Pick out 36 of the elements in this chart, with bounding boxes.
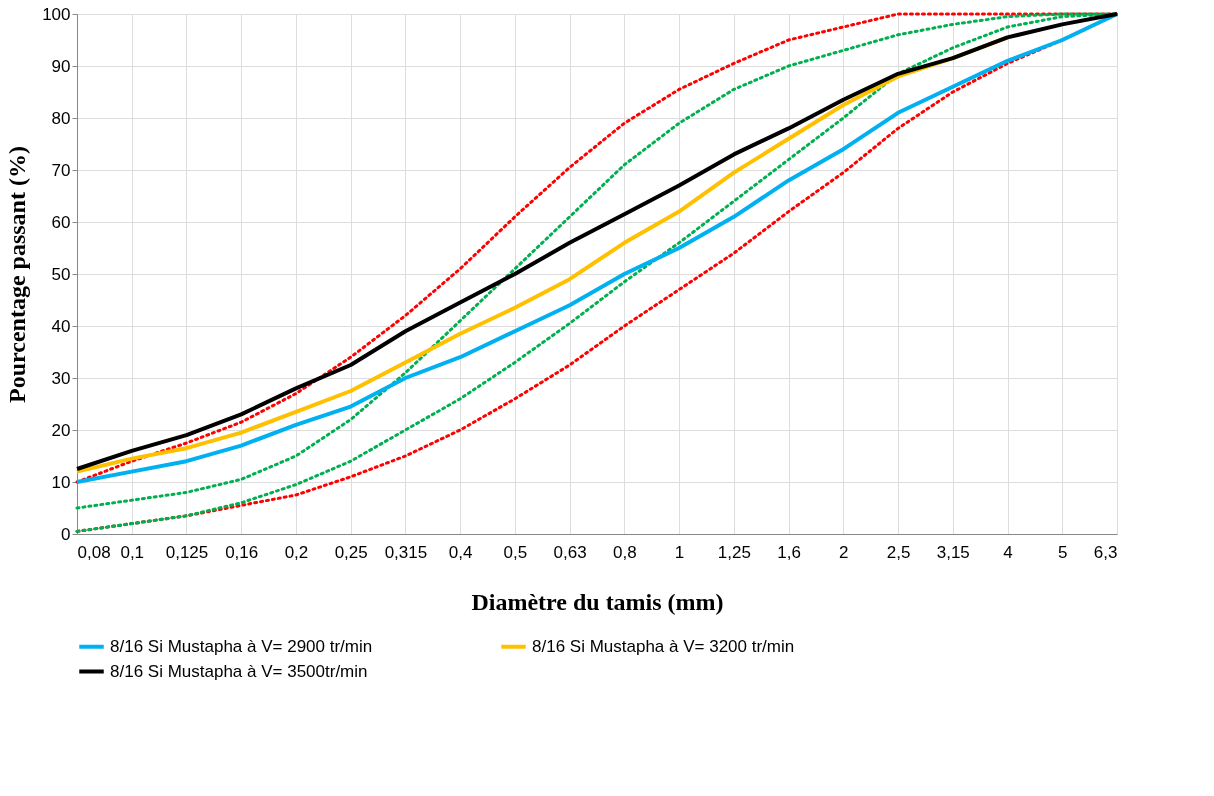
- x-tick-label: 1: [674, 542, 685, 562]
- x-tick-label: 5: [1058, 542, 1068, 562]
- x-tick-label: 3,15: [936, 542, 970, 562]
- x-tick-label: 0,25: [334, 542, 368, 562]
- x-tick-label: 0,1: [120, 542, 145, 562]
- y-tick-label: 80: [51, 108, 71, 128]
- x-tick-label: 1,6: [777, 542, 801, 562]
- x-tick-label: 0,63: [553, 542, 587, 562]
- y-tick-label: 0: [61, 524, 71, 544]
- y-tick-label: 30: [51, 368, 71, 388]
- y-tick-label: 70: [51, 160, 71, 180]
- legend-label: 8/16 Si Mustapha à V= 2900 tr/min: [110, 636, 373, 656]
- x-tick-label: 0,2: [284, 542, 309, 562]
- x-tick-label: 0,16: [225, 542, 259, 562]
- x-tick-label: 0,5: [503, 542, 528, 562]
- x-tick-label: 1,25: [717, 542, 751, 562]
- legend-label: 8/16 Si Mustapha à V= 3200 tr/min: [532, 636, 795, 656]
- y-tick-label: 50: [51, 264, 71, 284]
- y-tick-label: 10: [51, 472, 71, 492]
- y-axis-title: Pourcentage passant (%): [4, 146, 31, 403]
- x-axis-title: Diamètre du tamis (mm): [471, 588, 724, 615]
- y-tick-label: 20: [51, 420, 71, 440]
- x-tick-label: 6,3: [1093, 542, 1118, 562]
- y-tick-label: 40: [51, 316, 71, 336]
- x-tick-label: 2,5: [886, 542, 911, 562]
- legend-label: 8/16 Si Mustapha à V= 3500tr/min: [110, 661, 368, 681]
- x-tick-label: 0,08: [77, 542, 111, 562]
- x-tick-label: 0,125: [165, 542, 209, 562]
- y-tick-label: 100: [42, 4, 71, 24]
- x-tick-label: 2: [839, 542, 849, 562]
- x-tick-label: 0,315: [384, 542, 428, 562]
- y-tick-label: 60: [51, 212, 71, 232]
- y-tick-label: 90: [51, 56, 71, 76]
- x-tick-label: 4: [1003, 542, 1013, 562]
- x-tick-label: 0,8: [613, 542, 637, 562]
- x-tick-label: 0,4: [448, 542, 473, 562]
